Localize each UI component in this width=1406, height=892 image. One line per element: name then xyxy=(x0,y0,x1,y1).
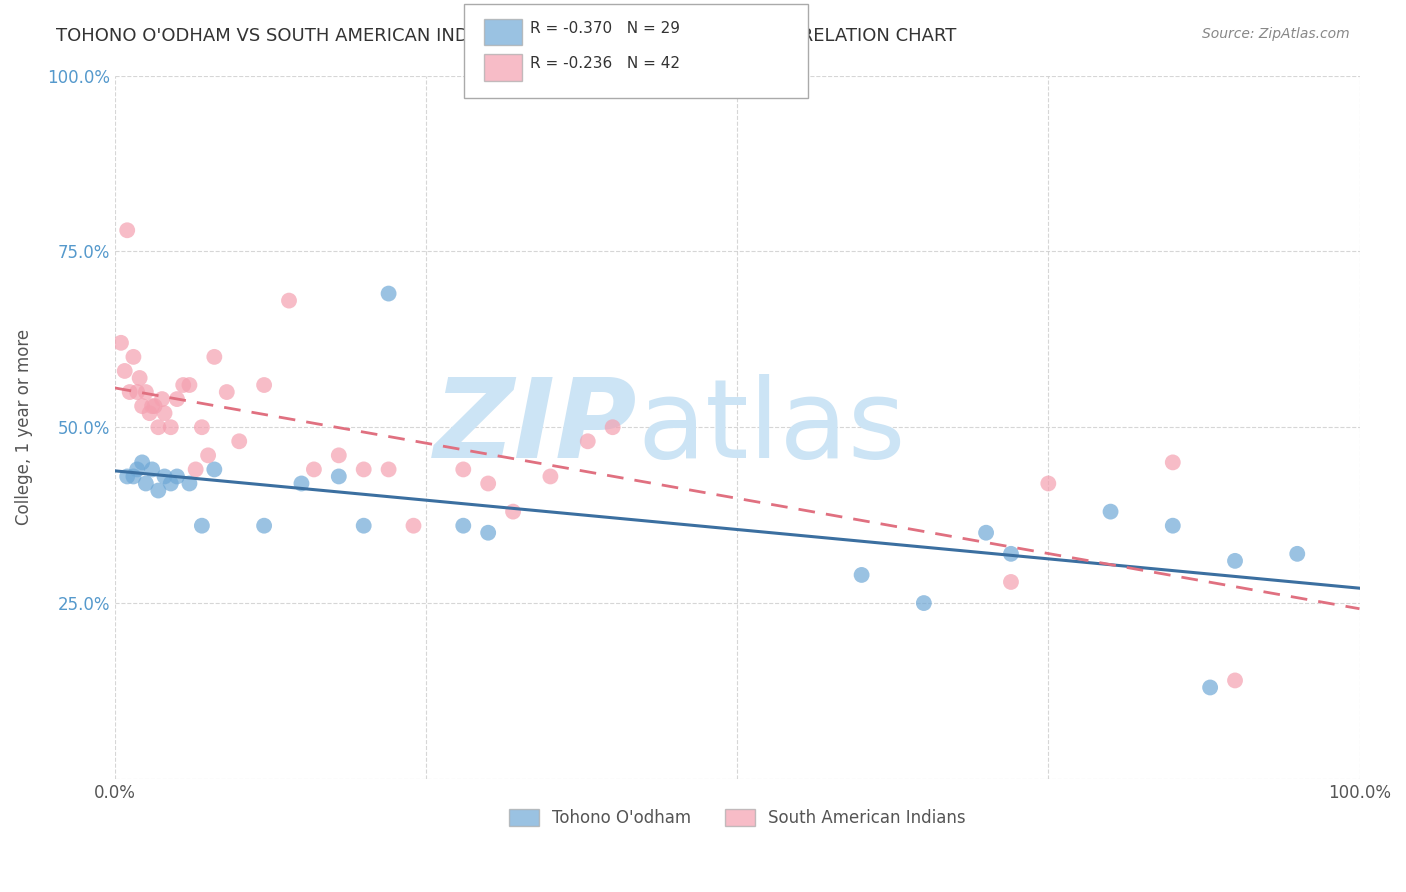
Point xyxy=(141,462,163,476)
Point xyxy=(143,399,166,413)
Point xyxy=(1099,505,1122,519)
Point xyxy=(115,223,138,237)
Point xyxy=(477,476,499,491)
Point xyxy=(253,378,276,392)
Point xyxy=(184,462,207,476)
Y-axis label: College, 1 year or more: College, 1 year or more xyxy=(15,329,32,525)
Point xyxy=(1161,455,1184,469)
Point xyxy=(353,518,375,533)
Point xyxy=(912,596,935,610)
Point xyxy=(159,476,181,491)
Point xyxy=(328,448,350,462)
Point xyxy=(122,350,145,364)
Point xyxy=(135,476,157,491)
Point xyxy=(602,420,624,434)
Point xyxy=(191,420,214,434)
Point xyxy=(1223,554,1246,568)
Point xyxy=(453,462,475,476)
Point xyxy=(191,518,214,533)
Point xyxy=(148,483,170,498)
Point xyxy=(228,434,250,449)
Point xyxy=(1000,547,1022,561)
Point xyxy=(1161,518,1184,533)
Point xyxy=(851,568,873,582)
Point xyxy=(453,518,475,533)
Point xyxy=(328,469,350,483)
Point xyxy=(477,525,499,540)
Point xyxy=(215,385,238,400)
Point xyxy=(138,406,160,420)
Point xyxy=(127,462,149,476)
Point xyxy=(402,518,425,533)
Point xyxy=(253,518,276,533)
Point xyxy=(377,286,399,301)
Point xyxy=(1223,673,1246,688)
Point xyxy=(150,392,173,406)
Point xyxy=(115,469,138,483)
Text: TOHONO O'ODHAM VS SOUTH AMERICAN INDIAN COLLEGE, 1 YEAR OR MORE CORRELATION CHAR: TOHONO O'ODHAM VS SOUTH AMERICAN INDIAN … xyxy=(56,27,956,45)
Text: R = -0.236   N = 42: R = -0.236 N = 42 xyxy=(530,56,681,71)
Point xyxy=(302,462,325,476)
Point xyxy=(179,476,201,491)
Point xyxy=(278,293,301,308)
Point xyxy=(202,462,225,476)
Point xyxy=(1286,547,1309,561)
Point xyxy=(148,420,170,434)
Point xyxy=(153,406,176,420)
Legend: Tohono O'odham, South American Indians: Tohono O'odham, South American Indians xyxy=(502,803,972,834)
Text: ZIP: ZIP xyxy=(434,374,637,481)
Text: R = -0.370   N = 29: R = -0.370 N = 29 xyxy=(530,21,681,36)
Point xyxy=(974,525,997,540)
Point xyxy=(159,420,181,434)
Point xyxy=(166,392,188,406)
Point xyxy=(1199,681,1222,695)
Point xyxy=(1000,574,1022,589)
Point xyxy=(131,399,153,413)
Point xyxy=(128,371,150,385)
Point xyxy=(118,385,141,400)
Point xyxy=(127,385,149,400)
Point xyxy=(377,462,399,476)
Point xyxy=(153,469,176,483)
Point xyxy=(110,335,132,350)
Point xyxy=(122,469,145,483)
Point xyxy=(135,385,157,400)
Point xyxy=(114,364,136,378)
Point xyxy=(141,399,163,413)
Point xyxy=(353,462,375,476)
Point xyxy=(172,378,194,392)
Point xyxy=(1038,476,1060,491)
Point xyxy=(538,469,561,483)
Point xyxy=(290,476,312,491)
Point xyxy=(502,505,524,519)
Point xyxy=(202,350,225,364)
Text: atlas: atlas xyxy=(637,374,905,481)
Point xyxy=(166,469,188,483)
Point xyxy=(576,434,599,449)
Point xyxy=(197,448,219,462)
Point xyxy=(179,378,201,392)
Text: Source: ZipAtlas.com: Source: ZipAtlas.com xyxy=(1202,27,1350,41)
Point xyxy=(131,455,153,469)
